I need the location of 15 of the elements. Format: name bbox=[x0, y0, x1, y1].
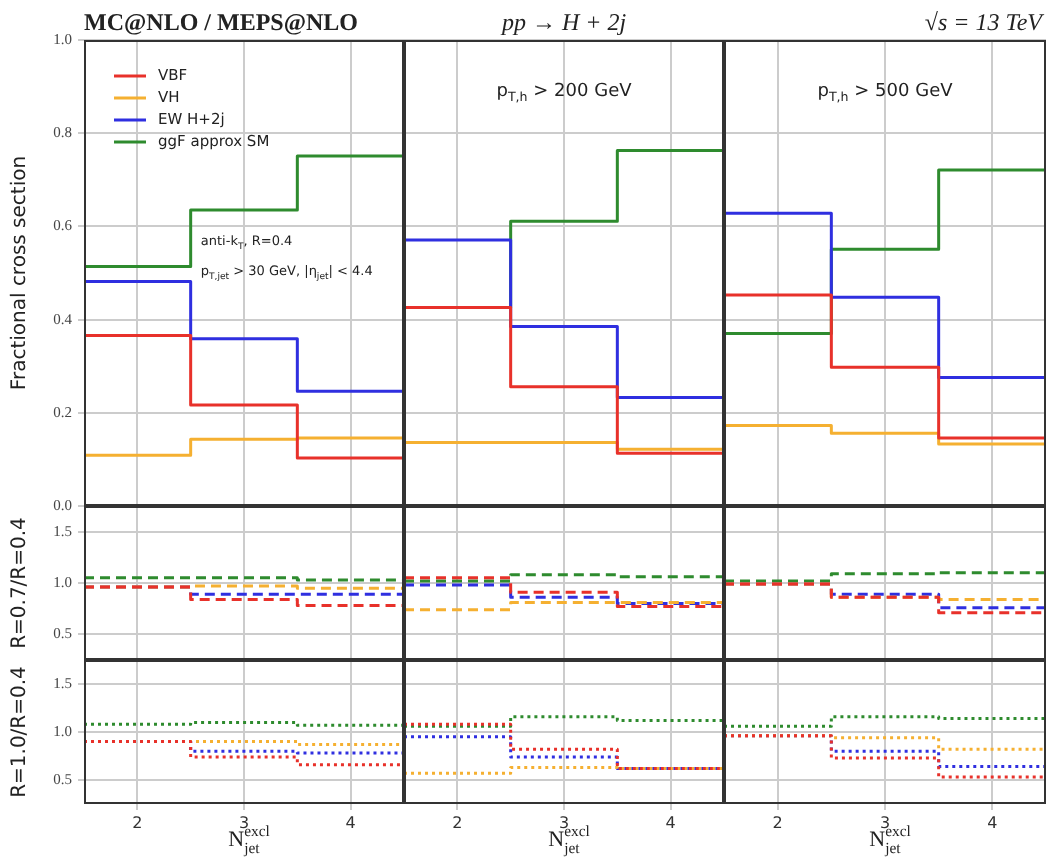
x-tick-label: 4 bbox=[345, 813, 356, 832]
y-axis-title: R=1.0/R=0.4 bbox=[9, 666, 32, 798]
chart-title: √s = 13 TeV bbox=[924, 8, 1046, 36]
x-tick-label: 3 bbox=[558, 813, 570, 832]
chart-title: pp → H + 2j bbox=[499, 8, 628, 36]
x-tick-label: 3 bbox=[238, 813, 250, 832]
x-tick-label: 2 bbox=[132, 813, 143, 832]
x-tick-label: 2 bbox=[772, 813, 783, 832]
x-tick-label: 2 bbox=[452, 813, 463, 832]
x-tick-label: 4 bbox=[665, 813, 676, 832]
x-tick-label: 4 bbox=[987, 813, 998, 832]
chart-title: MC@NLO / MEPS@NLO bbox=[84, 8, 358, 36]
y-axis-title: Fractional cross section bbox=[9, 155, 32, 391]
y-axis-title: R=0.7/R=0.4 bbox=[9, 517, 32, 649]
x-tick-label: 3 bbox=[879, 813, 891, 832]
